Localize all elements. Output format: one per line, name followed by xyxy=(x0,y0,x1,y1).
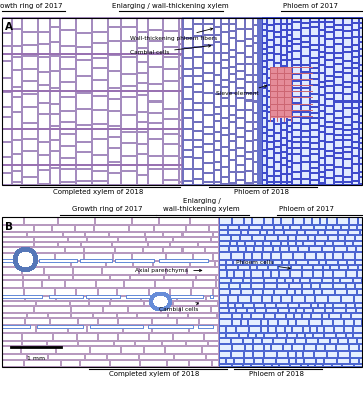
Bar xyxy=(2,18,362,185)
Text: Enlarging /: Enlarging / xyxy=(183,198,220,204)
Text: Cambial cells: Cambial cells xyxy=(130,45,211,55)
Text: Phloem of 2018: Phloem of 2018 xyxy=(249,371,304,377)
Text: Axial parenchyma: Axial parenchyma xyxy=(135,268,202,273)
Bar xyxy=(2,217,362,367)
Text: Completed xylem of 2018: Completed xylem of 2018 xyxy=(109,371,199,377)
Text: Phloem of 2017: Phloem of 2017 xyxy=(283,3,338,9)
Text: Phloem of 2018: Phloem of 2018 xyxy=(234,189,289,195)
Text: Completed xylem of 2018: Completed xylem of 2018 xyxy=(53,189,143,195)
Text: Wall-thickening phloem fibers: Wall-thickening phloem fibers xyxy=(130,28,217,41)
Text: Cambial cells: Cambial cells xyxy=(159,303,198,312)
Text: Sieve element: Sieve element xyxy=(216,85,267,96)
Text: 1 mm: 1 mm xyxy=(27,356,45,361)
Text: wall-thickening xylem: wall-thickening xylem xyxy=(163,206,240,212)
Text: B: B xyxy=(5,222,13,232)
Text: A: A xyxy=(5,22,13,32)
Text: Enlarging / wall-thickening xylem: Enlarging / wall-thickening xylem xyxy=(111,3,228,9)
Text: Phloem cells: Phloem cells xyxy=(236,260,290,269)
Text: Phloem of 2017: Phloem of 2017 xyxy=(279,206,334,212)
Text: Growth ring of 2017: Growth ring of 2017 xyxy=(0,3,62,9)
Text: Growth ring of 2017: Growth ring of 2017 xyxy=(72,206,142,212)
